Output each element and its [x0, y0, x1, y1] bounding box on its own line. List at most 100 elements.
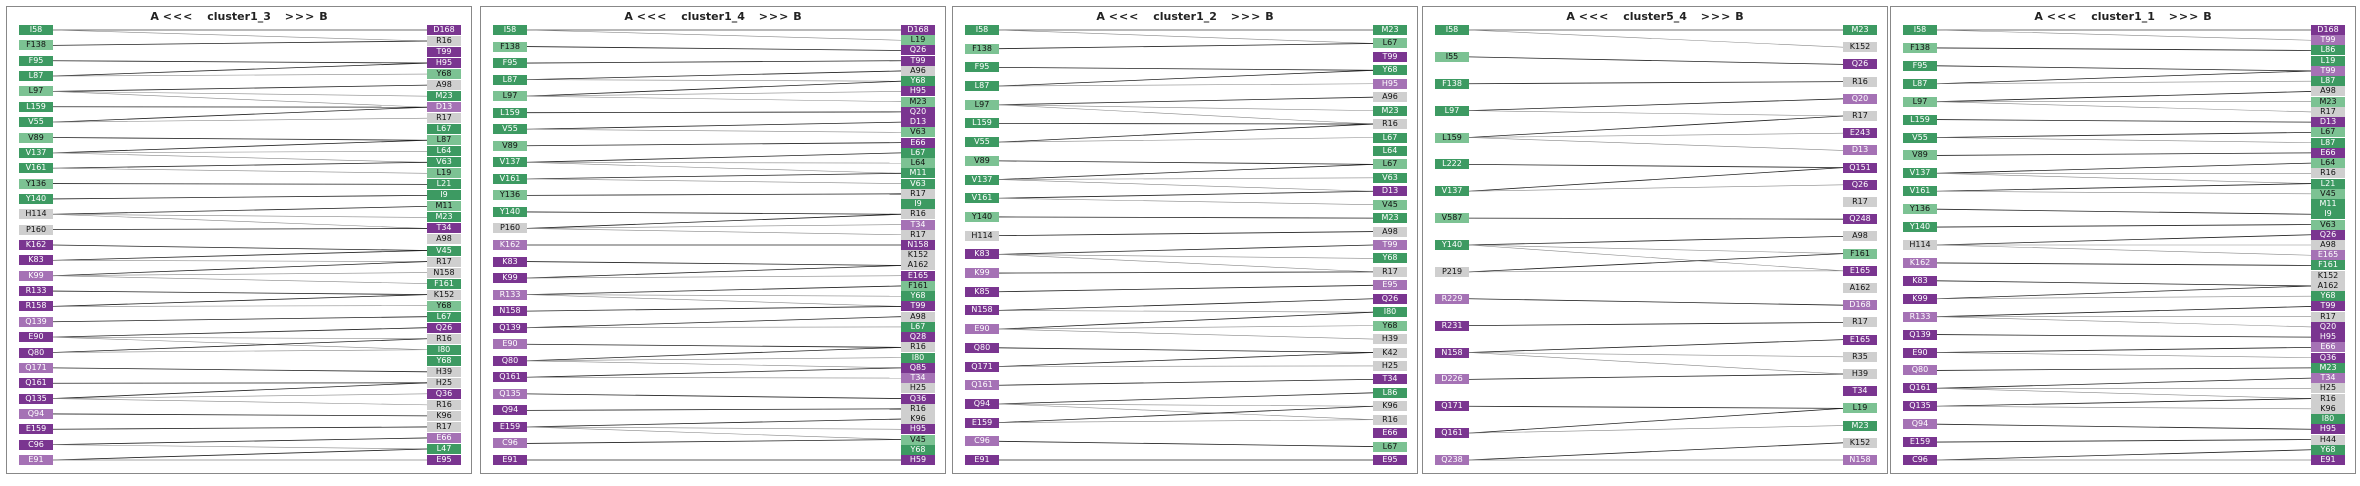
- residue-a: R158: [19, 301, 53, 312]
- title-a: A: [1096, 10, 1105, 23]
- contact-line: [1936, 119, 2312, 123]
- residue-a: Q139: [493, 322, 527, 333]
- residue-b: M23: [1843, 25, 1877, 35]
- arrow-right: >>>: [758, 10, 790, 23]
- residue-b: Y68: [901, 291, 935, 302]
- residue-a: K99: [965, 268, 999, 279]
- contact-line: [998, 310, 1374, 313]
- residue-b: Q26: [427, 322, 461, 333]
- residue-a: P160: [493, 223, 527, 234]
- residue-a: Y136: [19, 178, 53, 189]
- contact-line: [52, 272, 428, 277]
- contact-line: [998, 29, 1374, 44]
- contact-line: [1936, 208, 2312, 215]
- residue-a: Q94: [1903, 419, 1937, 430]
- residue-b: T99: [1373, 240, 1407, 250]
- contact-line: [998, 123, 1374, 125]
- residue-a: H114: [19, 209, 53, 220]
- residue-a: H114: [965, 230, 999, 241]
- contact-line: [52, 244, 428, 251]
- residue-b: Q36: [427, 388, 461, 399]
- contact-line: [526, 162, 902, 164]
- residue-b: A98: [427, 80, 461, 91]
- residue-b: Q85: [901, 362, 935, 373]
- residue-b: H95: [1373, 78, 1407, 89]
- residue-a: E90: [493, 339, 527, 350]
- residue-b: V45: [427, 245, 461, 256]
- cluster-panel-cluster1-3: A <<< cluster1_3 >>> B I58 F138 F95 L87 L97 L1…: [6, 6, 472, 474]
- residue-b: M11: [427, 201, 461, 212]
- contact-line: [1936, 91, 2312, 103]
- residue-a: Y140: [1435, 240, 1469, 250]
- residue-b: R16: [2311, 168, 2345, 179]
- contact-line: [1936, 70, 2312, 85]
- residue-b: R17: [1843, 197, 1877, 207]
- contact-line: [52, 73, 428, 77]
- connection-lines: [526, 29, 902, 461]
- residue-a: I58: [19, 25, 53, 35]
- residue-b: L67: [901, 147, 935, 158]
- contact-line: [52, 152, 428, 163]
- contact-line: [52, 167, 428, 174]
- residue-b: H95: [901, 86, 935, 97]
- residue-b: Q20: [901, 106, 935, 117]
- residue-b: Y68: [2311, 444, 2345, 455]
- contact-line: [52, 161, 428, 169]
- contact-line: [998, 163, 1374, 180]
- residue-a: V89: [19, 132, 53, 143]
- residue-a: F138: [19, 40, 53, 51]
- residue-b: D168: [901, 25, 935, 35]
- residue-a: Q161: [1435, 428, 1469, 439]
- residue-a: Q80: [19, 347, 53, 358]
- residue-b: I80: [1373, 307, 1407, 318]
- contact-line: [526, 152, 902, 163]
- residue-b: A98: [2311, 86, 2345, 97]
- residue-b: E66: [2311, 342, 2345, 353]
- residue-a: Q94: [965, 398, 999, 409]
- contact-line: [526, 294, 902, 307]
- contact-line: [526, 211, 902, 215]
- contact-line: [1936, 316, 2312, 328]
- residue-a: Q80: [1903, 365, 1937, 376]
- contact-line: [526, 439, 902, 444]
- residue-b: K96: [427, 410, 461, 421]
- residue-b: L19: [1843, 403, 1877, 414]
- contact-line: [998, 378, 1374, 386]
- residue-b: A98: [427, 234, 461, 245]
- residue-a: L97: [1435, 105, 1469, 116]
- residue-b: T34: [1843, 386, 1877, 397]
- residue-a: V137: [1435, 186, 1469, 197]
- contact-line: [52, 260, 428, 262]
- contact-line: [1468, 110, 1844, 117]
- residue-a: N158: [493, 306, 527, 317]
- contact-line: [52, 336, 428, 351]
- contact-line: [998, 96, 1374, 106]
- arrow-right: >>>: [1700, 10, 1732, 23]
- title-b: B: [319, 10, 328, 23]
- residue-b: D168: [2311, 25, 2345, 35]
- residue-a: K85: [965, 286, 999, 297]
- residue-a: L87: [1903, 78, 1937, 89]
- residue-b: L67: [1373, 38, 1407, 49]
- residue-b: R35: [1843, 351, 1877, 362]
- residue-b: R16: [901, 342, 935, 353]
- residue-a: L159: [493, 107, 527, 118]
- residue-a: E90: [965, 324, 999, 335]
- residue-b: Q36: [901, 393, 935, 404]
- residue-a: K162: [1903, 257, 1937, 268]
- residue-b: F161: [427, 278, 461, 289]
- contact-line: [1468, 56, 1844, 65]
- residue-b: E66: [427, 432, 461, 443]
- residue-b: D13: [901, 117, 935, 128]
- residue-b: M23: [427, 212, 461, 223]
- residue-b: R16: [1843, 76, 1877, 87]
- residue-a: L87: [19, 71, 53, 82]
- contact-line: [52, 117, 428, 123]
- residue-b: K152: [901, 250, 935, 261]
- contact-line: [526, 111, 902, 114]
- cluster-name: cluster1_2: [1153, 10, 1217, 23]
- residue-b: L47: [427, 443, 461, 454]
- residue-b: N158: [1843, 455, 1877, 465]
- contact-line: [998, 160, 1374, 165]
- contact-line: [1936, 162, 2312, 174]
